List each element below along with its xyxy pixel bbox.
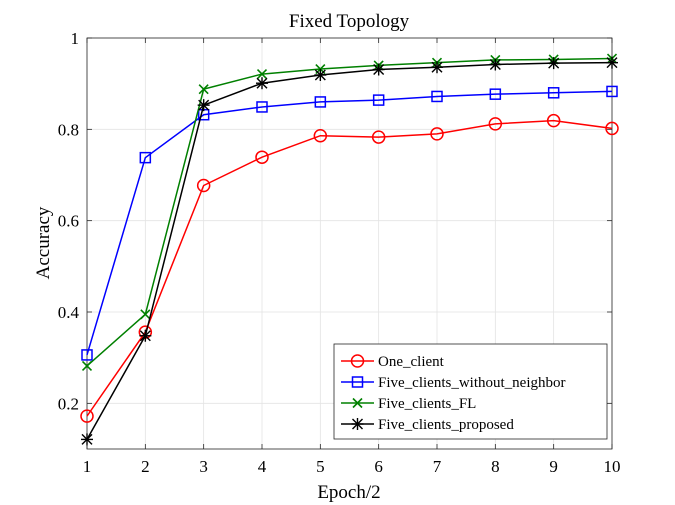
data-point <box>547 87 560 99</box>
series-one-client <box>80 113 619 423</box>
y-tick-label: 0.2 <box>58 394 79 413</box>
data-point <box>255 150 269 164</box>
data-point <box>256 69 268 80</box>
data-point <box>139 329 152 342</box>
data-point <box>431 61 443 74</box>
series-line <box>86 90 613 356</box>
series-line <box>86 119 613 417</box>
legend: One_client Five_clients_without_neighbor F… <box>333 343 608 440</box>
series-five-clients-without-neighbor <box>81 85 618 361</box>
plot-area-frame <box>86 37 613 450</box>
x-tick-label: 1 <box>83 457 92 476</box>
legend-entry: Five_clients_FL <box>341 396 476 412</box>
y-tick-label: 0.6 <box>58 212 79 231</box>
legend-entry: One_client <box>341 354 445 370</box>
data-point <box>605 121 619 136</box>
legend-label: One_client <box>378 354 445 370</box>
data-point <box>606 56 618 69</box>
data-point <box>140 309 151 320</box>
legend-label: Five_clients_FL <box>378 396 476 412</box>
data-point <box>488 117 503 131</box>
axis-ticks: 1 2 3 4 5 6 7 8 9 10 0.2 0.4 0.6 0.8 1 <box>58 29 621 476</box>
legend-marker <box>352 397 363 409</box>
data-point <box>547 57 560 70</box>
legend-marker <box>350 354 365 368</box>
data-point <box>80 409 94 423</box>
data-point <box>372 63 385 76</box>
x-tick-label: 7 <box>433 457 442 476</box>
data-point <box>196 178 211 193</box>
data-point <box>81 349 93 361</box>
data-point <box>489 58 502 71</box>
x-tick-label: 3 <box>199 457 208 476</box>
grid-lines <box>86 37 613 449</box>
y-tick-label: 0.4 <box>58 303 80 322</box>
data-point <box>314 68 327 81</box>
data-point <box>256 77 268 90</box>
data-point <box>313 128 328 143</box>
x-tick-label: 5 <box>316 457 325 476</box>
x-tick-label: 10 <box>604 457 621 476</box>
series-five-clients-fl <box>81 53 618 371</box>
legend-label: Five_clients_without_neighbor <box>378 375 565 391</box>
legend-entries: One_client Five_clients_without_neighbor F… <box>341 354 565 433</box>
x-tick-label: 4 <box>258 457 267 476</box>
x-axis-label: Epoch/2 <box>317 482 380 503</box>
x-tick-label: 2 <box>141 457 150 476</box>
data-point <box>546 113 561 128</box>
chart-title: Fixed Topology <box>289 11 410 32</box>
series-five-clients-proposed <box>81 56 618 446</box>
x-tick-label: 8 <box>491 457 500 476</box>
legend-entry: Five_clients_proposed <box>341 417 514 433</box>
legend-marker <box>351 418 364 430</box>
data-point <box>81 433 93 446</box>
data-point <box>430 127 444 141</box>
data-point <box>606 85 618 98</box>
data-point <box>489 88 502 100</box>
series-line <box>86 57 613 367</box>
legend-marker <box>351 376 364 388</box>
data-point <box>198 84 209 95</box>
legend-label: Five_clients_proposed <box>378 417 514 433</box>
series-line <box>86 61 613 440</box>
data-point <box>139 151 152 164</box>
y-tick-label: 1 <box>71 29 80 48</box>
series-layer <box>80 53 619 446</box>
data-point <box>197 99 210 112</box>
data-point <box>431 90 443 103</box>
x-tick-label: 6 <box>374 457 383 476</box>
legend-entry: Five_clients_without_neighbor <box>341 375 565 391</box>
data-point <box>372 94 385 106</box>
x-tick-label: 9 <box>549 457 558 476</box>
data-point <box>81 360 93 371</box>
y-axis-label: Accuracy <box>33 206 54 279</box>
y-tick-label: 0.8 <box>58 120 79 139</box>
data-point <box>371 130 386 144</box>
legend-box <box>333 343 608 440</box>
data-point <box>314 96 327 108</box>
data-point <box>256 101 268 113</box>
